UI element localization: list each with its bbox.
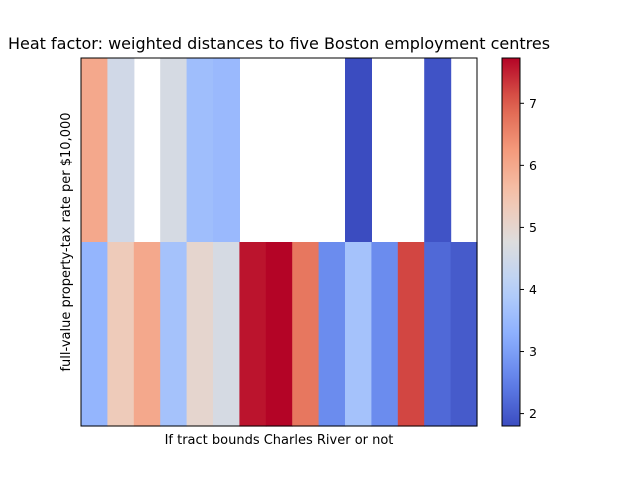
heatmap-cell xyxy=(450,242,478,427)
colorbar-tick-label: 4 xyxy=(529,282,537,297)
heatmap-cell xyxy=(345,242,372,427)
heatmap-cell xyxy=(397,242,425,427)
heatmap-cell xyxy=(81,58,108,243)
heatmap-cell xyxy=(265,242,293,427)
heatmap-cell xyxy=(292,242,320,427)
colorbar-frame xyxy=(501,57,521,427)
heatmap-cell xyxy=(133,242,161,427)
heatmap-cells xyxy=(81,58,478,427)
heatmap-cell xyxy=(213,58,240,243)
heatmap-cell xyxy=(107,242,135,427)
colorbar-tick-label: 6 xyxy=(529,158,537,173)
heatmap-cell xyxy=(345,58,372,243)
colorbar-tick-label: 5 xyxy=(529,220,537,235)
heatmap-cell xyxy=(107,58,135,243)
colorbar-gradient xyxy=(502,58,520,426)
plot-frame xyxy=(80,57,478,427)
colorbar: 2 3 4 5 6 7 xyxy=(501,57,537,427)
heatmap-cell xyxy=(318,242,346,427)
colorbar-tick-label: 2 xyxy=(529,406,537,421)
heatmap-cell xyxy=(239,242,267,427)
heatmap-cell xyxy=(371,242,399,427)
heatmap-cell xyxy=(186,58,214,243)
heatmap-cell xyxy=(81,242,108,427)
colorbar-tick-label: 3 xyxy=(529,344,537,359)
y-axis-label: full-value property-tax rate per $10,000 xyxy=(59,112,74,371)
x-axis-label: If tract bounds Charles River or not xyxy=(165,433,394,448)
heatmap-cell xyxy=(424,58,452,243)
colorbar-tick-label: 7 xyxy=(529,96,537,111)
heatmap-cell xyxy=(160,242,188,427)
heatmap-cell xyxy=(186,242,214,427)
heatmap-cell xyxy=(213,242,240,427)
chart-title: Heat factor: weighted distances to five … xyxy=(8,34,550,53)
heatmap-cell xyxy=(424,242,452,427)
heatmap-cell xyxy=(160,58,188,243)
